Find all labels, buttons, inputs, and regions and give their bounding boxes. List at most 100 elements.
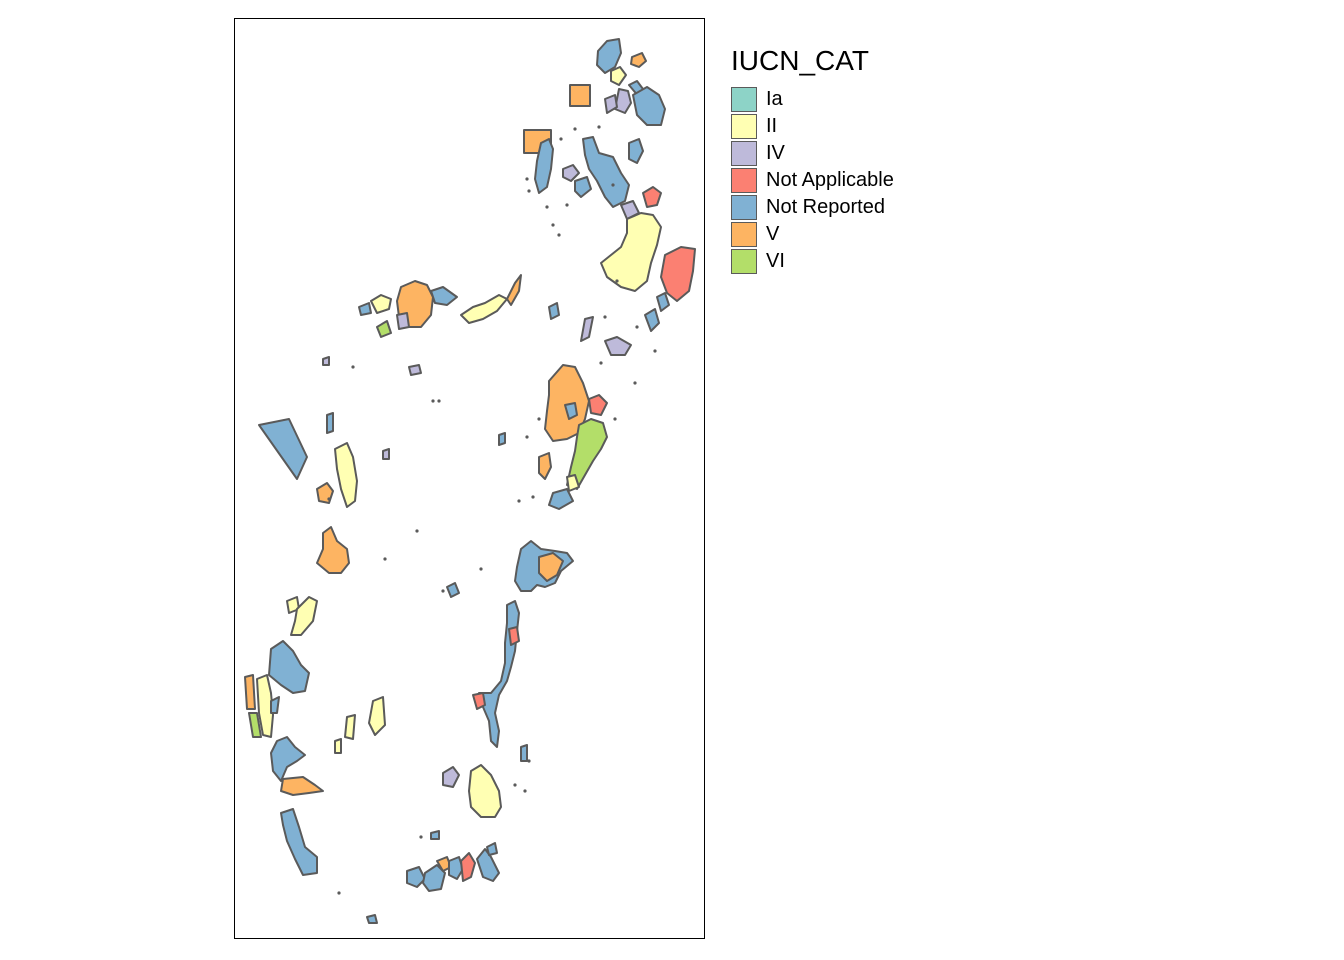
protected-area-polygon — [376, 320, 392, 338]
protected-area-polygon — [580, 316, 594, 342]
protected-area-polygon — [316, 482, 334, 504]
legend-item: VI — [731, 248, 894, 275]
protected-area-polygon — [610, 66, 627, 86]
protected-area-polygon — [358, 302, 372, 316]
protected-area-polygon — [604, 336, 632, 356]
small-protected-area — [603, 315, 607, 319]
protected-area-polygon — [244, 674, 256, 710]
protected-area-polygon — [644, 308, 660, 332]
small-protected-area — [545, 205, 549, 209]
legend-item: Ia — [731, 86, 894, 113]
protected-area-polygon — [408, 364, 422, 376]
legend-label: Ia — [766, 88, 783, 110]
protected-area-polygon — [642, 186, 662, 208]
small-protected-area — [573, 127, 577, 131]
legend-label: Not Applicable — [766, 169, 894, 191]
small-protected-area — [537, 417, 541, 421]
protected-area-polygon — [562, 164, 580, 182]
protected-area-polygon — [632, 86, 666, 126]
legend: IUCN_CAT Ia II IV Not Applicable Not Reporte… — [731, 44, 894, 275]
small-protected-area — [431, 399, 435, 403]
small-protected-area — [327, 497, 331, 501]
legend-item: Not Reported — [731, 194, 894, 221]
small-protected-area — [441, 589, 445, 593]
protected-area-polygon — [486, 842, 498, 856]
protected-area-polygon — [588, 394, 608, 416]
small-protected-area — [551, 223, 555, 227]
protected-area-polygon — [538, 452, 552, 480]
protected-area-polygon — [630, 52, 647, 68]
small-protected-area — [437, 399, 441, 403]
small-protected-area — [557, 233, 561, 237]
small-protected-area — [337, 891, 341, 895]
protected-area-polygon — [569, 84, 591, 107]
small-protected-area — [525, 435, 529, 439]
protected-area-polygon — [326, 412, 334, 434]
protected-area-polygon — [468, 764, 502, 818]
small-protected-area — [613, 417, 617, 421]
protected-area-polygon — [258, 418, 308, 480]
legend-swatch — [731, 195, 757, 220]
small-protected-area — [517, 499, 521, 503]
protected-area-polygon — [270, 696, 280, 714]
protected-area-polygon — [442, 766, 460, 788]
small-protected-area — [565, 203, 569, 207]
protected-area-polygon — [290, 596, 318, 636]
protected-area-polygon — [656, 292, 670, 312]
protected-area-polygon — [256, 674, 274, 738]
small-protected-area — [559, 137, 563, 141]
small-protected-area — [527, 189, 531, 193]
legend-swatch — [731, 114, 757, 139]
protected-areas-map — [244, 38, 696, 924]
small-protected-area — [351, 365, 355, 369]
small-protected-area — [527, 759, 531, 763]
protected-area-polygon — [628, 138, 644, 164]
legend-swatch — [731, 168, 757, 193]
legend-title: IUCN_CAT — [731, 45, 869, 76]
small-protected-area — [523, 789, 527, 793]
small-protected-area — [415, 529, 419, 533]
protected-area-polygon — [566, 418, 608, 490]
legend-label: VI — [766, 250, 785, 272]
protected-area-polygon — [600, 212, 662, 292]
protected-area-polygon — [344, 714, 356, 740]
protected-area-polygon — [604, 94, 618, 114]
small-protected-area — [525, 177, 529, 181]
protected-area-polygon — [422, 864, 446, 892]
small-protected-area — [513, 783, 517, 787]
map-panel — [234, 18, 705, 939]
protected-area-polygon — [316, 526, 350, 574]
small-protected-area — [599, 361, 603, 365]
protected-area-polygon — [382, 448, 390, 460]
protected-area-polygon — [370, 294, 392, 314]
protected-area-polygon — [574, 176, 592, 198]
protected-area-polygon — [582, 136, 630, 208]
protected-area-polygon — [660, 246, 696, 302]
small-protected-area — [611, 183, 615, 187]
protected-area-polygon — [498, 432, 506, 446]
protected-area-polygon — [334, 442, 358, 508]
protected-area-polygon — [270, 736, 306, 782]
protected-area-polygon — [406, 866, 426, 888]
small-protected-area — [479, 567, 483, 571]
protected-area-polygon — [446, 582, 460, 598]
protected-area-polygon — [476, 848, 500, 882]
small-protected-area — [653, 349, 657, 353]
small-protected-area — [615, 279, 619, 283]
legend-items: Ia II IV Not Applicable Not Reported V VI — [731, 86, 894, 275]
legend-swatch — [731, 222, 757, 247]
protected-area-polygon — [322, 356, 330, 366]
protected-area-polygon — [506, 274, 522, 306]
legend-item: IV — [731, 140, 894, 167]
protected-area-polygon — [614, 88, 632, 114]
protected-area-polygon — [548, 302, 560, 320]
legend-item: II — [731, 113, 894, 140]
protected-area-polygon — [564, 402, 578, 420]
protected-area-polygon — [248, 712, 262, 738]
legend-swatch — [731, 141, 757, 166]
legend-label: IV — [766, 142, 785, 164]
small-protected-area — [383, 557, 387, 561]
small-protected-area — [633, 381, 637, 385]
protected-area-polygon — [474, 600, 520, 748]
